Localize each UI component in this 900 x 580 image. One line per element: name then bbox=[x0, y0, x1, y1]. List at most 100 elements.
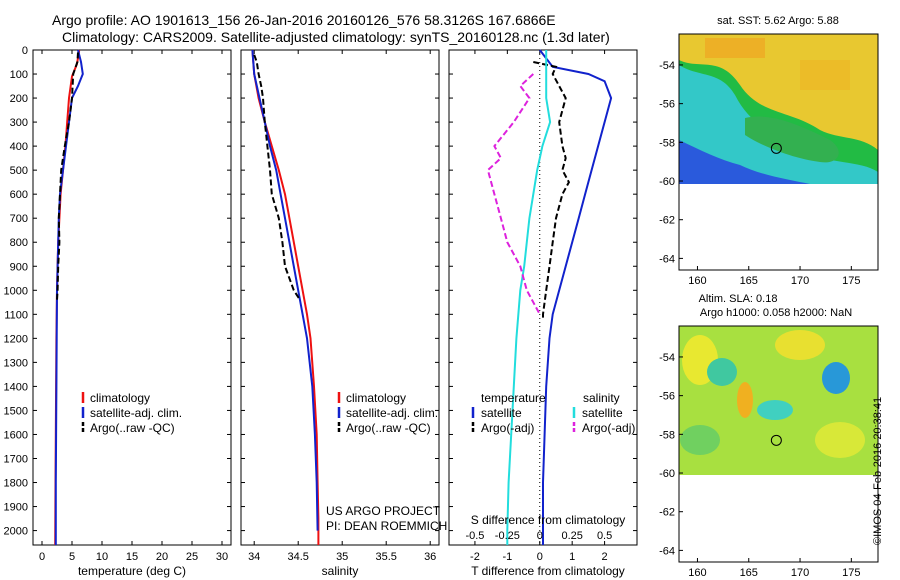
depth-tick-label: 100 bbox=[10, 69, 28, 81]
salinity-xticks: 34 34.5 35 35.5 36 bbox=[248, 50, 436, 563]
map-y-tick-label: -64 bbox=[659, 545, 675, 557]
map-y-tick-label: -58 bbox=[659, 429, 675, 441]
sst-orange-patch bbox=[705, 38, 765, 58]
map-y-tick-label: -62 bbox=[659, 215, 675, 227]
map-y-tick-label: -54 bbox=[659, 60, 675, 72]
map-x-tick-label: 165 bbox=[740, 567, 758, 579]
depth-tick-label: 1300 bbox=[4, 357, 28, 369]
sla-map-image bbox=[679, 326, 878, 475]
argo-float-marker bbox=[770, 434, 782, 446]
series-line-argo-raw-qc bbox=[253, 54, 301, 301]
salinity-panel: 34 34.5 35 35.5 36 salinity climatology sate… bbox=[240, 49, 447, 578]
x-tick-label: 35.5 bbox=[375, 551, 396, 563]
legend-climatology-label: climatology bbox=[90, 391, 150, 405]
sst-cyan-region bbox=[679, 65, 878, 184]
legend-satellite-label: satellite-adj. clim. bbox=[90, 406, 182, 420]
x-tick-label: -1 bbox=[502, 551, 512, 563]
legend-temperature-title: temperature bbox=[481, 391, 546, 405]
difference-lines bbox=[486, 49, 613, 545]
map-y-tick-label: -64 bbox=[659, 253, 675, 265]
salinity-legend: climatology satellite-adj. clim. Argo(..… bbox=[337, 391, 438, 435]
series-line-argo-adj bbox=[486, 73, 541, 315]
sst-map-ticks: 160 165 170 175 -54 -56 -58 -60 -62 -64 bbox=[659, 60, 860, 287]
t-difference-xlabel: T difference from climatology bbox=[471, 564, 625, 578]
depth-tick-label: 1500 bbox=[4, 405, 28, 417]
sla-blue-blob bbox=[822, 362, 850, 394]
x-tick-label: 0 bbox=[537, 551, 543, 563]
depth-tick-label: 1000 bbox=[4, 285, 28, 297]
sla-map-panel: Altim. SLA: 0.18 Argo h1000: 0.058 h2000… bbox=[659, 293, 879, 579]
x-tick-label: -2 bbox=[470, 551, 480, 563]
map-y-tick-label: -58 bbox=[659, 137, 675, 149]
sst-map-frame bbox=[678, 33, 879, 271]
depth-tick-label: 1700 bbox=[4, 453, 28, 465]
map-x-tick-label: 160 bbox=[688, 567, 706, 579]
depth-tick-label: 500 bbox=[10, 165, 28, 177]
depth-tick-label: 0 bbox=[22, 45, 28, 57]
pi-label: PI: DEAN ROEMMICH bbox=[326, 519, 447, 533]
depth-tick-label: 600 bbox=[10, 189, 28, 201]
sla-yellow-blob bbox=[815, 422, 865, 458]
series-line-satellite bbox=[539, 49, 613, 545]
series-line-argo-adj bbox=[533, 61, 571, 320]
sla-orange-blob bbox=[737, 382, 753, 418]
map-y-tick-label: -60 bbox=[659, 176, 675, 188]
legend-s-argo-label: Argo(-adj) bbox=[582, 421, 635, 435]
depth-tick-label: 1900 bbox=[4, 502, 28, 514]
depth-tick-label: 2000 bbox=[4, 526, 28, 538]
legend-climatology-label: climatology bbox=[346, 391, 406, 405]
depth-tick-label: 1400 bbox=[4, 381, 28, 393]
temperature-panel: 0100200300400500600700800900100011001200… bbox=[4, 45, 232, 578]
x-tick-label: 30 bbox=[216, 551, 228, 563]
depth-tick-label: 1600 bbox=[4, 429, 28, 441]
sla-cyan-blob bbox=[757, 400, 793, 420]
x-tick-label: 34.5 bbox=[287, 551, 308, 563]
series-line-climatology bbox=[251, 49, 320, 545]
x-tick-label: 5 bbox=[69, 551, 75, 563]
depth-tick-label: 900 bbox=[10, 261, 28, 273]
header-line-2: Climatology: CARS2009. Satellite-adjuste… bbox=[62, 29, 610, 45]
project-label: US ARGO PROJECT bbox=[326, 504, 441, 518]
sst-green-patch bbox=[745, 116, 839, 163]
depth-tick-label: 1200 bbox=[4, 333, 28, 345]
sla-map-title: Altim. SLA: 0.18 bbox=[699, 293, 778, 305]
depth-tick-label: 1100 bbox=[4, 309, 28, 321]
legend-t-argo-label: Argo(-adj) bbox=[481, 421, 534, 435]
legend-s-satellite-label: satellite bbox=[582, 406, 623, 420]
x-tick-label: 34 bbox=[248, 551, 260, 563]
map-x-tick-label: 175 bbox=[842, 567, 860, 579]
x-tick-label: 36 bbox=[424, 551, 436, 563]
map-y-tick-label: -62 bbox=[659, 507, 675, 519]
s-tick-label: 0.5 bbox=[597, 530, 612, 542]
sla-map-ticks: 160 165 170 175 -54 -56 -58 -60 -62 -64 bbox=[659, 352, 860, 579]
x-tick-label: 2 bbox=[602, 551, 608, 563]
temperature-legend: climatology satellite-adj. clim. Argo(..… bbox=[81, 391, 182, 435]
legend-satellite-label: satellite-adj. clim. bbox=[346, 406, 438, 420]
temperature-lines bbox=[54, 49, 84, 546]
salinity-axes-frame bbox=[240, 49, 440, 546]
salinity-lines bbox=[251, 49, 320, 545]
depth-tick-label: 1800 bbox=[4, 478, 28, 490]
sst-map-image bbox=[679, 34, 878, 184]
difference-yticks bbox=[449, 49, 637, 532]
legend-t-satellite-label: satellite bbox=[481, 406, 522, 420]
temperature-axes-frame bbox=[32, 49, 232, 546]
difference-panel: -2 -1 0 1 2 S difference from climatology -0… bbox=[448, 49, 638, 578]
x-tick-label: 20 bbox=[156, 551, 168, 563]
difference-xticks: -2 -1 0 1 2 bbox=[470, 50, 608, 563]
salinity-xlabel: salinity bbox=[322, 564, 359, 578]
series-line-satellite bbox=[506, 50, 552, 545]
argo-float-marker bbox=[770, 142, 782, 154]
depth-tick-labels: 0 100 200 300 400 500 600 700 800 900 1000 1100 1200… bbox=[4, 45, 231, 538]
map-y-tick-label: -60 bbox=[659, 468, 675, 480]
map-y-tick-label: -56 bbox=[659, 391, 675, 403]
map-x-tick-label: 160 bbox=[688, 275, 706, 287]
temperature-xlabel: temperature (deg C) bbox=[78, 564, 186, 578]
salinity-yticks bbox=[241, 49, 439, 532]
s-tick-label: 0 bbox=[537, 530, 543, 542]
depth-tick-label: 700 bbox=[10, 213, 28, 225]
depth-tick-label: 800 bbox=[10, 237, 28, 249]
x-tick-label: 25 bbox=[186, 551, 198, 563]
s-tick-label: -0.25 bbox=[495, 530, 520, 542]
